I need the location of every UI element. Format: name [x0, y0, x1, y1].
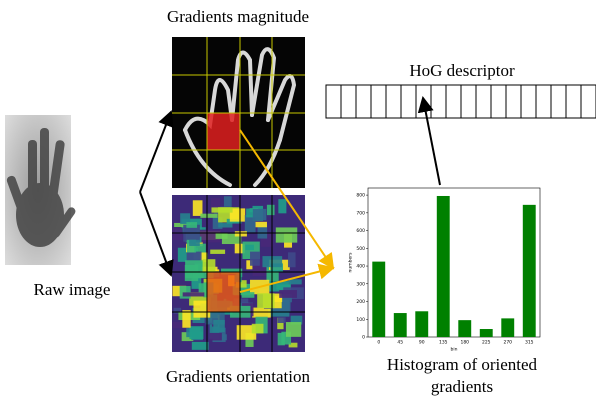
orientation-patch [253, 209, 267, 220]
descriptor-cell [401, 85, 416, 118]
descriptor-cell [536, 85, 551, 118]
x-tick-label: 315 [525, 340, 534, 346]
orientation-image [172, 195, 305, 352]
orientation-patch [256, 222, 267, 227]
x-tick-label: 225 [482, 340, 491, 346]
orientation-patch [182, 310, 190, 328]
x-tick-label: 90 [419, 340, 425, 346]
orientation-patch [210, 333, 222, 340]
x-axis-label: bin [451, 347, 458, 353]
histogram-chart: 0 100 200 300 400 500 600 700 800 numbers bin 0 45 90… [348, 188, 541, 353]
descriptor-cell [491, 85, 506, 118]
orientation-patch [278, 199, 286, 213]
y-axis-label: numbers [348, 252, 354, 273]
histogram-caption: Histogram of oriented [387, 355, 538, 374]
orientation-patch [242, 292, 255, 298]
orientation-patch [213, 320, 225, 332]
orientation-patch [172, 228, 182, 240]
y-tick-label: 100 [356, 317, 365, 323]
orientation-patch [278, 317, 286, 323]
x-tick-label: 0 [377, 340, 380, 346]
x-tick-label: 135 [439, 340, 448, 346]
orientation-patch [279, 290, 297, 298]
y-tick-label: 700 [356, 210, 365, 216]
y-tick-label: 200 [356, 299, 365, 305]
y-tick-label: 300 [356, 281, 365, 287]
y-tick-label: 800 [356, 193, 365, 199]
orientation-patch [189, 240, 200, 246]
orientation-patch [286, 322, 301, 337]
orientation-cell [207, 272, 240, 312]
descriptor-cell [581, 85, 596, 118]
bar [458, 320, 471, 337]
descriptor-cell [461, 85, 476, 118]
raw-image-label: Raw image [34, 280, 111, 299]
descriptor-cell [356, 85, 371, 118]
bar [415, 311, 428, 337]
orientation-patch [211, 207, 232, 212]
descriptor-cell [446, 85, 461, 118]
y-tick-label: 500 [356, 246, 365, 252]
bar [394, 313, 407, 337]
descriptor-cell [566, 85, 581, 118]
histogram-caption: gradients [431, 377, 493, 396]
x-tick-label: 45 [397, 340, 403, 346]
orientation-patch [183, 292, 205, 296]
orientation-patch [200, 214, 217, 218]
orientation-patch [252, 324, 264, 334]
y-tick-label: 600 [356, 228, 365, 234]
orientation-patch [210, 250, 225, 254]
orientation-patch [189, 326, 203, 339]
bar [501, 318, 514, 337]
descriptor-cell [476, 85, 491, 118]
descriptor-boxes [326, 85, 596, 118]
orientation-patch [224, 196, 232, 207]
bar [480, 329, 493, 337]
orientation-patch [186, 222, 197, 228]
y-tick-label: 0 [362, 335, 365, 341]
orientation-patch [203, 259, 216, 272]
descriptor-label: HoG descriptor [409, 61, 515, 80]
descriptor-cell [386, 85, 401, 118]
orientation-patch [250, 252, 260, 266]
orientation-label: Gradients orientation [166, 367, 310, 386]
orientation-patch [289, 279, 302, 284]
magnitude-label: Gradients magnitude [167, 7, 309, 26]
diagram: Raw image Gradients magnitude Gradients … [0, 0, 596, 404]
orientation-patch [267, 205, 275, 215]
orientation-patch [216, 233, 228, 239]
descriptor-cell [506, 85, 521, 118]
x-tick-label: 270 [503, 340, 512, 346]
descriptor-cell [431, 85, 446, 118]
orientation-patch [180, 286, 191, 299]
descriptor-cell [551, 85, 566, 118]
y-tick-label: 400 [356, 264, 365, 270]
descriptor-cell [371, 85, 386, 118]
orientation-patch [235, 231, 247, 236]
orientation-patch [278, 333, 285, 345]
bar [437, 196, 450, 337]
orientation-patch [193, 200, 203, 216]
orientation-patch [245, 245, 254, 250]
orientation-patch [276, 227, 297, 242]
raw-image [5, 115, 77, 265]
x-tick-label: 180 [460, 340, 469, 346]
orientation-patch [218, 223, 232, 227]
orientation-patch [252, 308, 271, 318]
descriptor-cell [326, 85, 341, 118]
descriptor-cell [521, 85, 536, 118]
orientation-patch [192, 342, 209, 350]
orientation-patch [288, 252, 296, 267]
bar [523, 205, 536, 337]
magnitude-image [172, 37, 305, 188]
bar [372, 262, 385, 337]
descriptor-cell [341, 85, 356, 118]
